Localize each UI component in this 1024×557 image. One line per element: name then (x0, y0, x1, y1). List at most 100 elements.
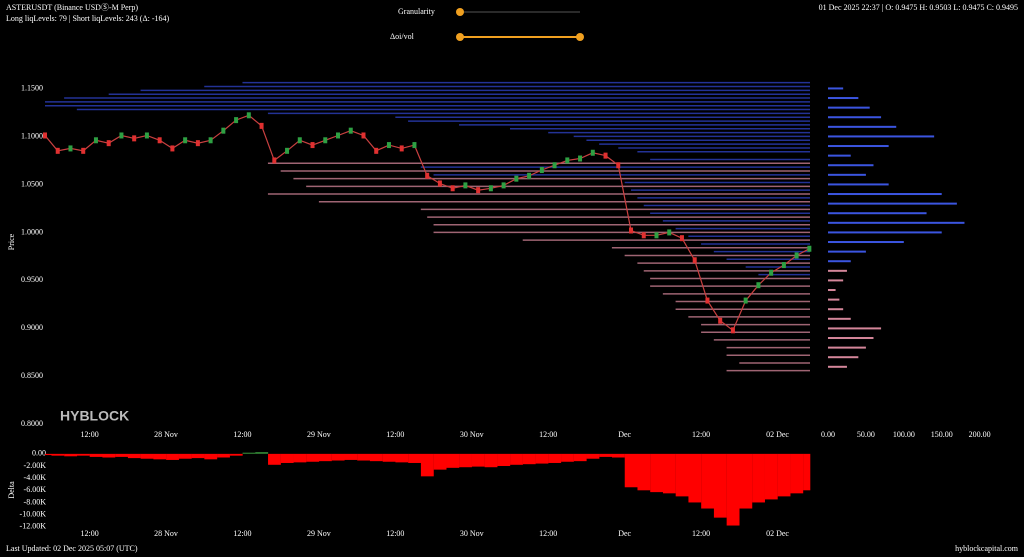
liq-size-bar (828, 193, 942, 196)
candle (552, 162, 557, 169)
liq-size-bar (828, 317, 851, 320)
liq-size-bar (828, 298, 840, 301)
candle (374, 147, 379, 154)
watermark: HYBLOCK (60, 408, 129, 424)
x-tick-label: 28 Nov (154, 430, 178, 439)
candle (539, 167, 544, 174)
x-tick-label: 12:00 (233, 529, 251, 538)
delta-bar (115, 453, 129, 457)
delta-bar (522, 453, 536, 465)
granularity-knob[interactable] (456, 8, 464, 16)
candle (183, 137, 188, 144)
delta-bar (204, 453, 218, 460)
candle (718, 317, 723, 324)
delta-bar (497, 453, 511, 467)
candle (514, 175, 519, 182)
x-tick-label: 28 Nov (154, 529, 178, 538)
liq-size-bar (828, 183, 889, 186)
y-tick-label: 0.9500 (21, 275, 43, 284)
delta-bar (89, 453, 103, 457)
candle (93, 137, 98, 144)
candle (246, 112, 251, 119)
liq-size-bar (828, 221, 965, 224)
liq-size-bar (828, 125, 897, 128)
liq-size-bar (828, 145, 889, 148)
doi-vol-label: Δoi/vol (390, 32, 415, 41)
candle (807, 245, 812, 252)
candle (756, 282, 761, 289)
delta-bar (369, 453, 383, 462)
x-tick-label: 100.00 (893, 430, 915, 439)
y-axis-label: Delta (7, 481, 16, 499)
candle (336, 132, 341, 139)
delta-bar (713, 453, 727, 518)
candle (132, 135, 137, 142)
x-tick-label: Dec (618, 529, 631, 538)
liq-size-bar (828, 365, 847, 368)
candle (794, 252, 799, 259)
delta-bar (612, 453, 625, 458)
x-tick-label: 29 Nov (307, 529, 331, 538)
liq-size-bar (828, 260, 851, 263)
doi-vol-knob-high[interactable] (576, 33, 584, 41)
x-tick-label: 12:00 (80, 430, 98, 439)
x-tick-label: 12:00 (386, 430, 404, 439)
delta-bar (318, 453, 332, 462)
delta-bar (229, 453, 243, 456)
delta-bar (548, 453, 562, 463)
y-tick-label: 1.0000 (21, 227, 43, 236)
liq-size-bar (828, 250, 866, 253)
y-tick-label: -4.00K (24, 473, 47, 482)
candle (170, 145, 175, 152)
delta-bar (586, 453, 600, 459)
candle (208, 137, 213, 144)
liq-size-bar (828, 135, 935, 138)
delta-bar (395, 453, 409, 463)
delta-bar (408, 453, 422, 463)
y-tick-label: 0.9000 (21, 323, 43, 332)
y-tick-label: 1.1000 (21, 131, 43, 140)
liq-size-bar (828, 289, 836, 292)
candle (272, 157, 277, 164)
candle (667, 229, 672, 236)
delta-bar (446, 453, 460, 468)
candle (323, 137, 328, 144)
candle (476, 187, 481, 194)
delta-bar (662, 453, 676, 494)
liq-size-bar (828, 164, 874, 167)
x-tick-label: 12:00 (539, 529, 557, 538)
delta-bar (688, 453, 702, 503)
y-tick-label: 1.1500 (21, 83, 43, 92)
delta-bar (701, 453, 715, 509)
delta-bar (726, 453, 740, 526)
delta-bar (45, 453, 52, 456)
delta-bar (484, 453, 498, 468)
liq-size-bar (828, 356, 859, 359)
candle (641, 232, 646, 239)
delta-bar (127, 453, 141, 459)
liq-size-bar (828, 279, 844, 282)
candle (144, 132, 149, 139)
delta-bar (637, 453, 651, 491)
liq-size-bar (828, 116, 882, 119)
delta-bar (344, 453, 358, 460)
candle (285, 147, 290, 154)
candle (68, 145, 73, 152)
candle (386, 142, 391, 149)
liq-size-bar (828, 97, 859, 100)
candle (527, 172, 532, 179)
x-tick-label: 30 Nov (460, 430, 484, 439)
candle (348, 127, 353, 134)
x-tick-label: 02 Dec (766, 430, 789, 439)
delta-bar (166, 453, 179, 460)
delta-bar (293, 453, 307, 463)
candle (310, 142, 315, 149)
candle (361, 132, 366, 139)
x-tick-label: 150.00 (931, 430, 953, 439)
delta-bar (471, 453, 485, 467)
liq-size-bar (828, 231, 942, 234)
liq-size-bar (828, 87, 844, 90)
doi-vol-knob-low[interactable] (456, 33, 464, 41)
delta-bar (51, 453, 65, 456)
candle (679, 235, 684, 242)
